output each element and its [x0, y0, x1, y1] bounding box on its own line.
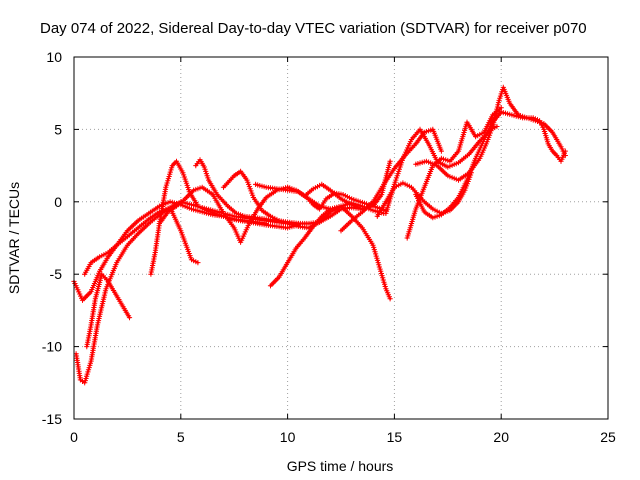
y-axis-label: SDTVAR / TECUs: [6, 182, 22, 294]
y-tick-label: -10: [42, 339, 62, 355]
axis-ticks: 0 5 10 15 20 25 -15 -10 -5 0 5 10: [42, 49, 616, 445]
series-arc-2: [73, 199, 301, 386]
plot-frame: [73, 56, 609, 420]
y-tick-label: 0: [54, 194, 62, 210]
series-markers: [148, 158, 301, 277]
y-tick-label: 5: [54, 121, 62, 137]
series-arc-16: [413, 84, 568, 183]
x-tick-label: 5: [177, 429, 185, 445]
series-arc-10: [267, 203, 393, 302]
x-tick-label: 20: [493, 429, 509, 445]
series-markers: [285, 158, 393, 212]
series-trace: [75, 200, 300, 384]
series-markers: [404, 105, 504, 241]
y-tick-label: -15: [42, 411, 62, 427]
series-arc-18: [413, 109, 504, 221]
series-arc-15: [404, 105, 504, 241]
x-tick-label: 15: [387, 429, 403, 445]
y-tick-label: -5: [50, 266, 63, 282]
data-series-group: [71, 84, 568, 386]
series-arc-5: [148, 158, 301, 277]
series-arc-11: [285, 158, 393, 212]
chart-title: Day 074 of 2022, Sidereal Day-to-day VTE…: [40, 20, 587, 37]
x-axis-label: GPS time / hours: [287, 458, 394, 474]
series-arc-3: [84, 271, 133, 350]
series-trace: [269, 205, 392, 300]
grid-lines: [74, 57, 608, 419]
series-markers: [267, 203, 393, 302]
series-arc-4: [82, 205, 201, 277]
x-tick-label: 0: [70, 429, 78, 445]
series-markers: [82, 205, 201, 277]
x-tick-label: 25: [600, 429, 616, 445]
series-markers: [84, 271, 133, 350]
x-tick-label: 10: [280, 429, 296, 445]
series-markers: [383, 123, 500, 216]
y-tick-label: 10: [46, 49, 62, 65]
series-markers: [413, 109, 504, 221]
series-markers: [73, 199, 301, 386]
